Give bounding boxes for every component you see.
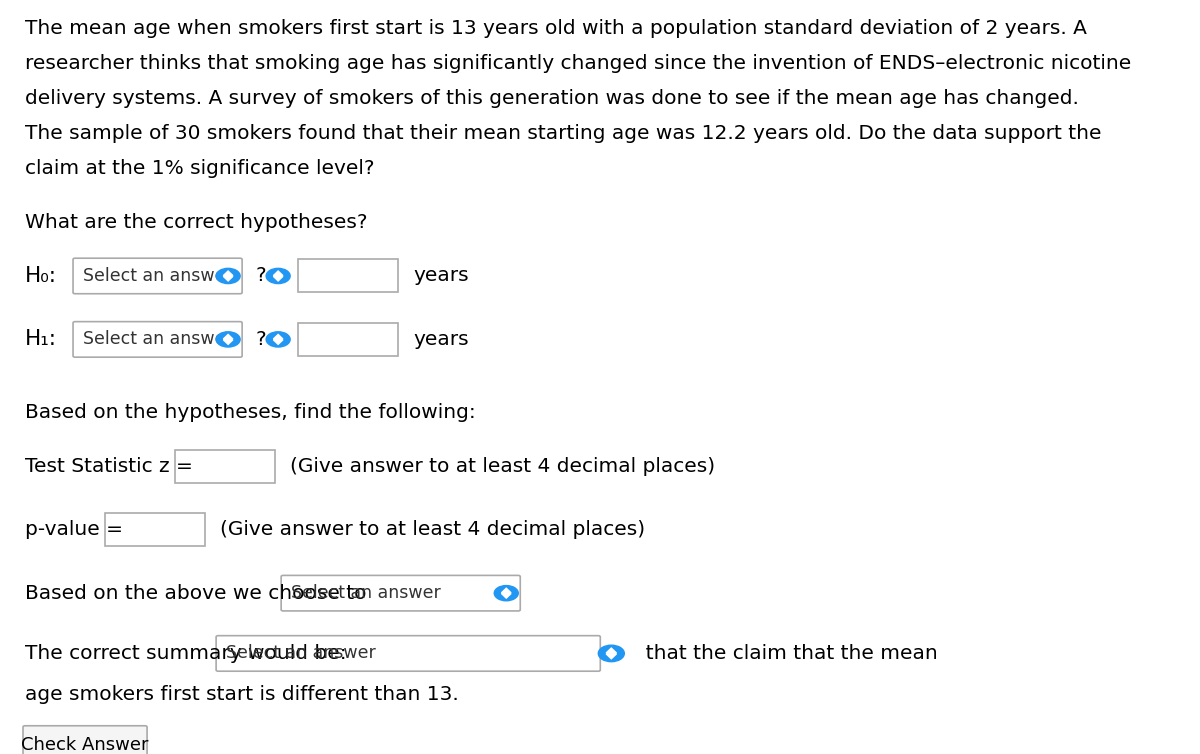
FancyBboxPatch shape	[73, 322, 242, 357]
Polygon shape	[606, 648, 617, 653]
Circle shape	[266, 332, 290, 347]
Text: researcher thinks that smoking age has significantly changed since the invention: researcher thinks that smoking age has s…	[25, 54, 1132, 73]
Text: ?: ?	[256, 330, 265, 349]
Polygon shape	[223, 271, 233, 275]
FancyBboxPatch shape	[106, 513, 205, 546]
Text: p-value =: p-value =	[25, 520, 124, 539]
Text: Select an answer: Select an answer	[292, 584, 440, 602]
FancyBboxPatch shape	[73, 258, 242, 294]
FancyBboxPatch shape	[281, 575, 521, 611]
Text: ?: ?	[256, 266, 265, 286]
Text: delivery systems. A survey of smokers of this generation was done to see if the : delivery systems. A survey of smokers of…	[25, 89, 1079, 108]
Circle shape	[599, 645, 624, 662]
Polygon shape	[274, 340, 283, 345]
Text: What are the correct hypotheses?: What are the correct hypotheses?	[25, 213, 367, 231]
Text: that the claim that the mean: that the claim that the mean	[634, 644, 938, 663]
Text: Select an answer: Select an answer	[83, 267, 233, 285]
Polygon shape	[223, 277, 233, 281]
Text: The mean age when smokers first start is 13 years old with a population standard: The mean age when smokers first start is…	[25, 19, 1087, 38]
Polygon shape	[606, 654, 617, 659]
Circle shape	[216, 268, 240, 284]
FancyBboxPatch shape	[298, 323, 398, 356]
Text: Check Answer: Check Answer	[22, 737, 149, 754]
FancyBboxPatch shape	[175, 450, 275, 483]
Text: years: years	[413, 330, 469, 349]
Polygon shape	[274, 335, 283, 339]
FancyBboxPatch shape	[298, 259, 398, 293]
Text: (Give answer to at least 4 decimal places): (Give answer to at least 4 decimal place…	[290, 457, 715, 476]
Circle shape	[216, 332, 240, 347]
Text: (Give answer to at least 4 decimal places): (Give answer to at least 4 decimal place…	[220, 520, 646, 539]
Polygon shape	[502, 588, 511, 593]
Text: The sample of 30 smokers found that their mean starting age was 12.2 years old. : The sample of 30 smokers found that thei…	[25, 124, 1102, 143]
Polygon shape	[274, 277, 283, 281]
Circle shape	[266, 268, 290, 284]
Text: H₁:: H₁:	[25, 329, 58, 349]
Text: The correct summary would be:: The correct summary would be:	[25, 644, 347, 663]
Polygon shape	[274, 271, 283, 275]
Text: Test Statistic z =: Test Statistic z =	[25, 457, 193, 476]
Text: Select an answer: Select an answer	[83, 330, 233, 348]
Text: Based on the hypotheses, find the following:: Based on the hypotheses, find the follow…	[25, 403, 475, 421]
Text: Select an answer: Select an answer	[226, 645, 376, 663]
FancyBboxPatch shape	[216, 636, 600, 671]
Polygon shape	[223, 335, 233, 339]
Text: years: years	[413, 266, 469, 286]
Text: H₀:: H₀:	[25, 266, 58, 286]
Text: claim at the 1% significance level?: claim at the 1% significance level?	[25, 158, 374, 178]
Circle shape	[494, 586, 518, 601]
Text: age smokers first start is different than 13.: age smokers first start is different tha…	[25, 685, 458, 704]
FancyBboxPatch shape	[23, 726, 148, 754]
Polygon shape	[502, 593, 511, 598]
Text: Based on the above we choose to: Based on the above we choose to	[25, 584, 366, 602]
Polygon shape	[223, 340, 233, 345]
